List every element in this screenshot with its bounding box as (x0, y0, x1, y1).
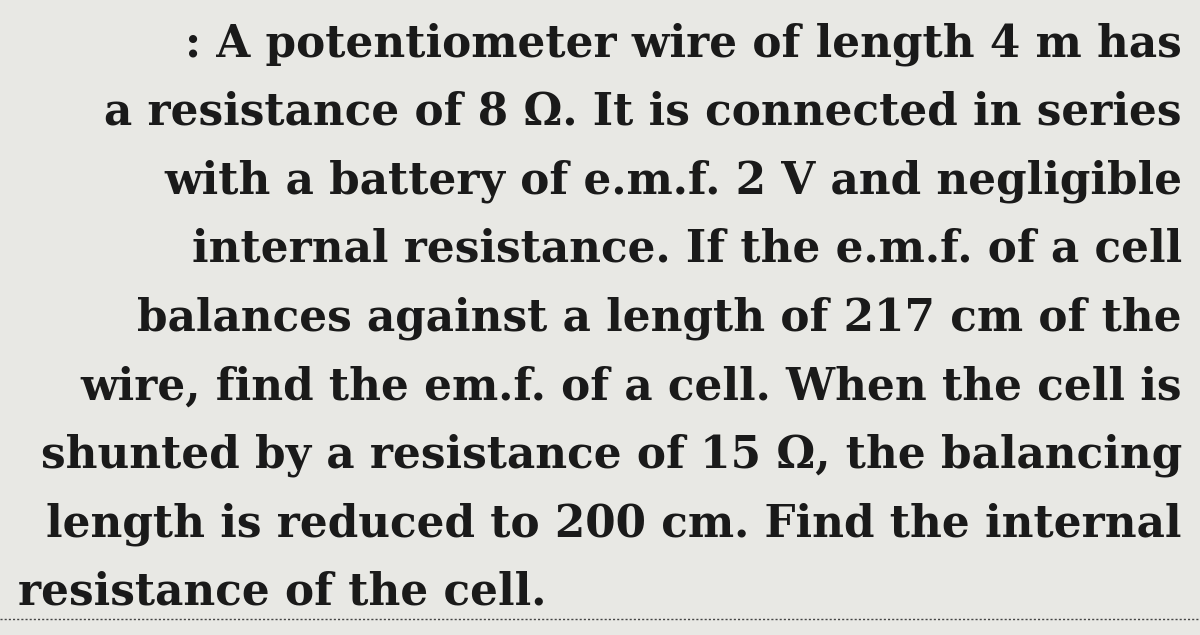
Text: length is reduced to 200 cm. Find the internal: length is reduced to 200 cm. Find the in… (47, 502, 1182, 546)
Text: wire, find the em.f. of a cell. When the cell is: wire, find the em.f. of a cell. When the… (80, 365, 1182, 408)
Text: a resistance of 8 Ω. It is connected in series: a resistance of 8 Ω. It is connected in … (104, 91, 1182, 134)
Text: internal resistance. If the e.m.f. of a cell: internal resistance. If the e.m.f. of a … (192, 228, 1182, 271)
Text: : A potentiometer wire of length 4 m has: : A potentiometer wire of length 4 m has (185, 22, 1182, 66)
Text: balances against a length of 217 cm of the: balances against a length of 217 cm of t… (137, 297, 1182, 340)
Text: shunted by a resistance of 15 Ω, the balancing: shunted by a resistance of 15 Ω, the bal… (41, 434, 1182, 478)
Text: resistance of the cell.: resistance of the cell. (18, 571, 546, 614)
Text: with a battery of e.m.f. 2 V and negligible: with a battery of e.m.f. 2 V and negligi… (164, 159, 1182, 203)
